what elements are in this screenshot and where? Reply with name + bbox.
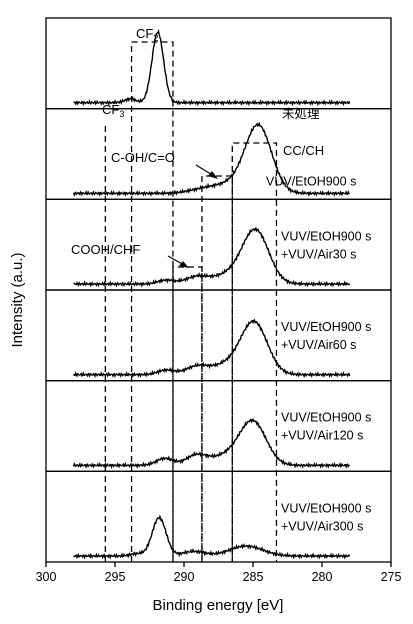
x-tick-label-280: 280 [312, 570, 333, 584]
x-tick-label-275: 275 [381, 570, 402, 584]
cooh-chf-label: COOH/CHF [71, 242, 140, 257]
region-boxes [104, 41, 278, 562]
cc-ch-label: CC/CH [283, 143, 324, 158]
region-box-c_oh_co [201, 175, 233, 562]
x-tick-label-295: 295 [105, 570, 126, 584]
series-label-1: 未処理 [282, 106, 320, 121]
x-tick-label-290: 290 [174, 570, 195, 584]
cf2-label: CF2 [136, 26, 158, 43]
spectra-curves [72, 29, 351, 560]
series-label-6-line2: +VUV/Air300 s [281, 519, 363, 533]
series-label-3-line2: +VUV/Air30 s [281, 247, 356, 261]
arrowhead-c-oh-co [208, 171, 218, 179]
x-axis-label: Binding energy [eV] [153, 597, 284, 614]
spectrum-series-6 [73, 514, 351, 560]
panel-frame-5 [45, 380, 392, 472]
series-label-4-line2: +VUV/Air60 s [281, 338, 356, 352]
series-label-3: VUV/EtOH900 s [281, 229, 371, 243]
spectrum-series-5 [72, 418, 351, 470]
panel-frame-6 [45, 470, 392, 563]
spectrum-series-1 [73, 29, 351, 107]
series-label-5-line2: +VUV/Air120 s [281, 429, 363, 443]
cf3-label: CF3 [102, 102, 124, 119]
panel-frame-4 [45, 289, 392, 382]
panel-frames [45, 17, 392, 563]
c-oh-co-label: C-OH/C=O [111, 150, 175, 165]
series-label-2: VUV/EtOH900 s [266, 175, 356, 189]
panel-frame-1 [45, 17, 392, 110]
arrowhead-cooh-chf [179, 261, 189, 268]
region-box-cf2 [130, 41, 174, 562]
region-box-cc_ch [231, 142, 278, 562]
series-label-5: VUV/EtOH900 s [281, 411, 371, 425]
x-axis: 300 295 290 285 280 275 [36, 562, 402, 584]
series-labels: 未処理 VUV/EtOH900 s VUV/EtOH900 s +VUV/Air30 … [266, 106, 371, 533]
annotations: CF2 CF3 CC/CH C-OH/C=O COOH/CHF [71, 26, 324, 268]
series-label-4: VUV/EtOH900 s [281, 320, 371, 334]
spectrum-series-2 [72, 121, 351, 198]
spectrum-series-4 [73, 318, 351, 379]
x-tick-label-285: 285 [243, 570, 264, 584]
x-tick-label-300: 300 [36, 570, 57, 584]
region-box-cooh_chf [172, 266, 203, 562]
y-axis-label: Intensity (a.u.) [9, 252, 26, 347]
spectrum-series-3 [73, 226, 351, 288]
series-label-6: VUV/EtOH900 s [281, 501, 371, 515]
